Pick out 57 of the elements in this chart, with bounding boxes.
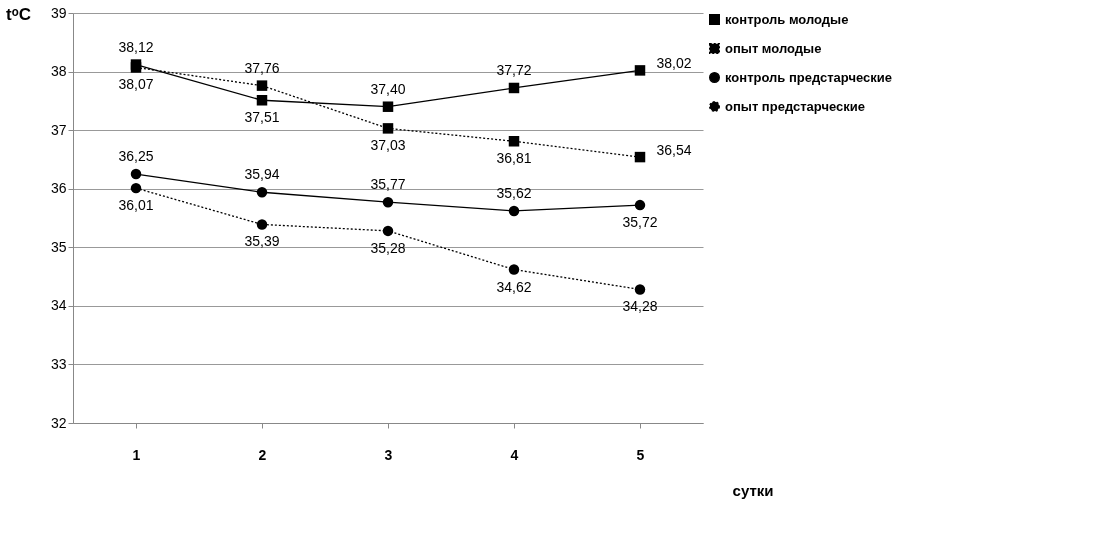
data-label: 37,72 [496, 61, 532, 78]
data-label: 35,94 [244, 166, 280, 183]
x-tick-label: 1 [132, 446, 141, 463]
point [382, 101, 394, 112]
data-label: 34,28 [622, 298, 658, 315]
x-axis-title: сутки [732, 481, 774, 499]
x-tick-label: 5 [636, 446, 645, 463]
data-label: 38,02 [656, 55, 692, 72]
data-label: 37,40 [370, 80, 406, 97]
point [508, 136, 520, 147]
y-tick-label: 38 [50, 63, 67, 80]
data-label: 35,77 [370, 176, 406, 193]
point [508, 82, 520, 94]
legend-label: опыт молодые [725, 40, 822, 56]
legend-label: контроль молодые [725, 11, 849, 27]
data-label: 35,39 [244, 233, 280, 250]
data-label: 36,81 [496, 150, 532, 167]
point [508, 264, 520, 275]
y-tick-label: 35 [50, 238, 67, 255]
data-label: 34,62 [496, 278, 532, 295]
legend-label: опыт предстарческие [725, 98, 865, 114]
data-label: 35,28 [370, 239, 406, 256]
y-axis-title: tᵒC [6, 4, 31, 24]
point [508, 205, 520, 217]
data-label: 35,62 [496, 184, 532, 201]
y-tick-label: 33 [50, 355, 67, 372]
point [382, 196, 394, 208]
point [634, 284, 646, 295]
point [634, 151, 646, 163]
data-label: 38,12 [118, 38, 154, 55]
data-label: 38,07 [118, 76, 154, 93]
x-tick-label: 2 [258, 446, 267, 463]
x-tick-label: 4 [510, 446, 519, 463]
legend-label: контроль предстарческие [725, 69, 893, 85]
point [130, 168, 142, 180]
point [634, 199, 646, 211]
point [256, 219, 268, 230]
data-label: 35,72 [622, 214, 658, 231]
y-tick-label: 39 [50, 4, 67, 21]
data-label: 37,76 [244, 59, 280, 76]
data-label: 37,03 [370, 137, 406, 154]
y-tick-label: 34 [50, 297, 67, 314]
point [130, 182, 142, 194]
y-tick-label: 32 [50, 414, 67, 431]
point [382, 225, 394, 237]
y-tick-label: 36 [50, 180, 67, 197]
data-label: 36,01 [118, 197, 154, 214]
data-label: 36,54 [656, 142, 692, 159]
data-label: 36,25 [118, 148, 154, 165]
y-tick-label: 37 [50, 121, 67, 138]
point [634, 65, 646, 76]
point [256, 95, 268, 106]
point [256, 186, 268, 198]
point [382, 123, 394, 134]
point [256, 80, 268, 91]
x-tick-label: 3 [384, 446, 393, 463]
data-label: 37,51 [244, 109, 280, 126]
